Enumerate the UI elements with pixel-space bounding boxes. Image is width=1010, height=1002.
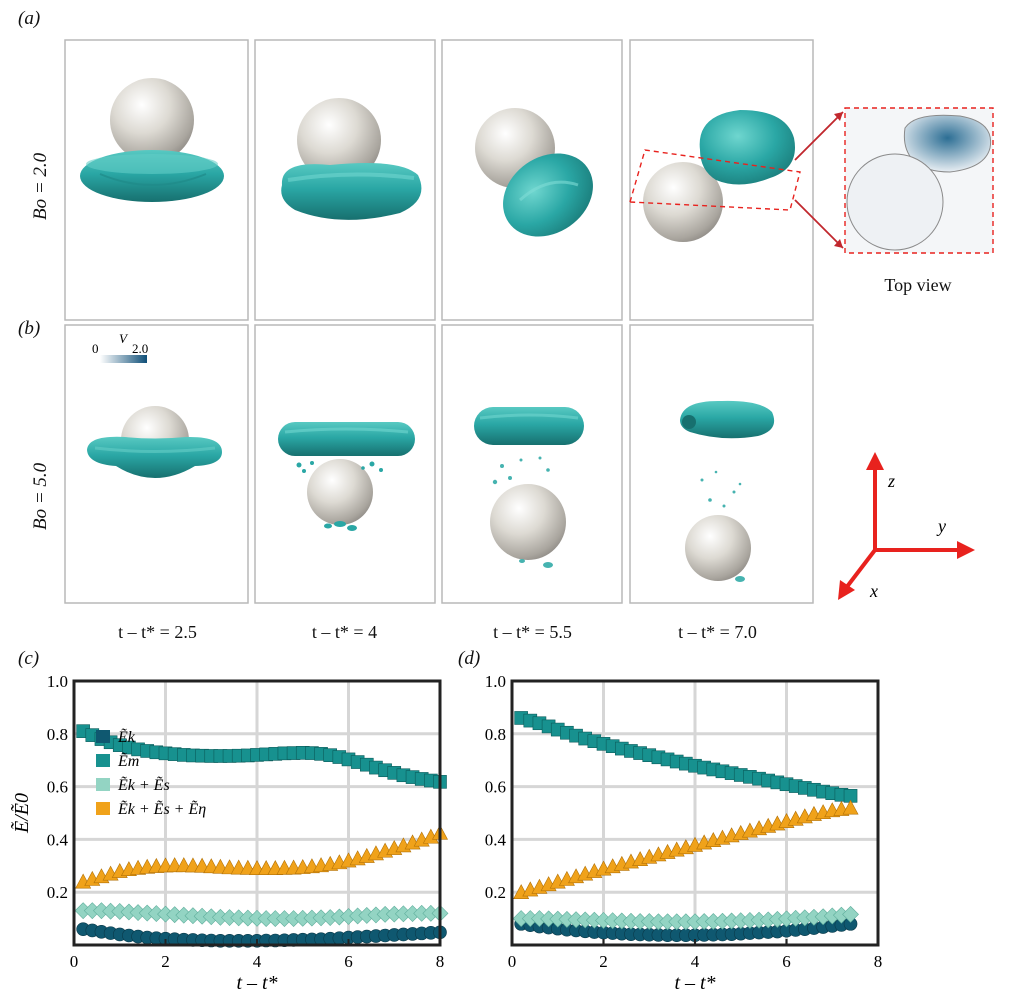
- time-label-4: t – t* = 7.0: [678, 622, 757, 642]
- colorbar-min: 0: [92, 341, 99, 356]
- sphere: [307, 459, 373, 525]
- panel-label-b: (b): [18, 318, 41, 339]
- snapshot-a3: [475, 108, 593, 237]
- x-tick-label: 0: [508, 952, 517, 971]
- legend-swatch: [96, 802, 110, 815]
- sphere: [297, 98, 381, 182]
- snapshot-a1: [80, 78, 224, 202]
- x-tick-label: 8: [874, 952, 883, 971]
- y-axis-label: Ẽ/Ẽ0: [9, 793, 33, 834]
- sphere: [110, 78, 194, 162]
- legend-swatch: [96, 778, 110, 791]
- legend-label: Ẽm: [117, 752, 139, 770]
- snapshot-b3: [474, 407, 584, 568]
- sphere: [490, 484, 566, 560]
- x-tick-label: 6: [782, 952, 791, 971]
- snapshot-a4: [629, 110, 801, 242]
- droplet: [699, 110, 795, 185]
- x-tick-label: 0: [70, 952, 79, 971]
- y-tick-label: 0.6: [485, 778, 506, 797]
- axis-z: z: [887, 471, 895, 491]
- colorbar-max: 2.0: [132, 341, 148, 356]
- data-point: [842, 799, 859, 815]
- droplet: [474, 407, 584, 445]
- axis-triad: z y x: [838, 452, 975, 601]
- droplet: [281, 162, 422, 220]
- legend: Ẽk Ẽm Ẽk + Ẽs Ẽk + Ẽs + Ẽη: [96, 728, 206, 818]
- series-diamond: [74, 902, 449, 928]
- series-square: [76, 724, 447, 789]
- x-tick-label: 2: [161, 952, 170, 971]
- y-tick-label: 0.2: [485, 883, 506, 902]
- x-tick-label: 2: [599, 952, 608, 971]
- series-triangle: [513, 799, 859, 899]
- y-tick-label: 0.4: [485, 830, 507, 849]
- y-tick-label: 0.2: [47, 883, 68, 902]
- frame-b3: [441, 324, 623, 604]
- snapshot-grid: 0 V 2.0: [64, 39, 994, 604]
- x-tick-label: 4: [253, 952, 262, 971]
- droplet: [278, 422, 415, 456]
- legend-label: Ẽk + Ẽs + Ẽη: [117, 800, 206, 818]
- series-diamond: [512, 905, 859, 931]
- snapshot-a2: [281, 98, 422, 220]
- colorbar-gradient: [100, 355, 147, 363]
- series-circle: [76, 922, 447, 948]
- y-tick-label: 0.8: [485, 725, 506, 744]
- y-tick-label: 1.0: [47, 672, 68, 691]
- time-label-2: t – t* = 4: [311, 622, 378, 642]
- time-label-3: t – t* = 5.5: [493, 622, 572, 642]
- series-triangle: [75, 824, 449, 889]
- y-tick-label: 1.0: [485, 672, 506, 691]
- panel-label-c: (c): [18, 648, 40, 669]
- snapshot-b1: [87, 406, 222, 478]
- top-view-caption: Top view: [884, 275, 952, 295]
- snapshot-b2: [278, 422, 415, 531]
- x-tick-label: 8: [436, 952, 445, 971]
- x-tick-label: 6: [344, 952, 353, 971]
- data-point: [842, 905, 859, 923]
- y-tick-label: 0.6: [47, 778, 68, 797]
- droplet-highlight: [86, 154, 218, 174]
- legend-label: Ẽk + Ẽs: [117, 776, 170, 794]
- legend-swatch: [96, 754, 110, 767]
- x-axis-label: t – t*: [236, 972, 277, 994]
- axis-x: x: [869, 581, 878, 601]
- legend-swatch: [96, 730, 110, 743]
- colorbar: 0 V 2.0: [92, 331, 148, 363]
- top-view-inset: [794, 107, 994, 254]
- droplet: [87, 436, 222, 478]
- panel-label-a: (a): [18, 8, 41, 29]
- droplet: [503, 153, 593, 237]
- snapshot-b4: [680, 400, 775, 582]
- legend-label: Ẽk: [117, 728, 136, 746]
- sphere: [643, 162, 723, 242]
- x-axis-label: t – t*: [674, 972, 715, 994]
- axis-y: y: [936, 516, 946, 536]
- panel-label-d: (d): [458, 648, 481, 669]
- sphere: [685, 515, 751, 581]
- chart-d: 0 2 4 6 8 0.2 0.4 0.6 0.8 1.0 t – t*: [485, 672, 883, 994]
- series-square: [514, 711, 858, 803]
- colorbar-var: V: [119, 331, 129, 346]
- y-tick-label: 0.8: [47, 725, 68, 744]
- time-label-1: t – t* = 2.5: [118, 622, 197, 642]
- x-tick-label: 4: [691, 952, 700, 971]
- y-tick-label: 0.4: [47, 830, 69, 849]
- grid: [74, 681, 440, 945]
- droplet: [680, 400, 775, 439]
- zoom-window: [629, 149, 801, 211]
- chart-c: 0 2 4 6 8 0.2 0.4 0.6 0.8 1.0 t – t* Ẽ/Ẽ0 Ẽk Ẽm Ẽk + Ẽ…: [9, 672, 449, 994]
